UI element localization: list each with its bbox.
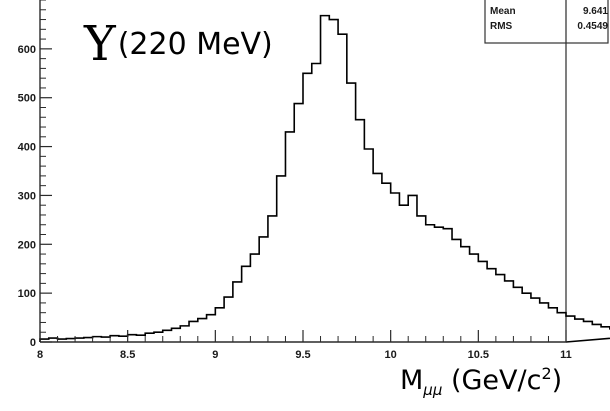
- x-tick-label: 10: [385, 349, 397, 361]
- x-axis: 8 8.5 9 9.5 10 10.5 11: [37, 330, 572, 361]
- y-tick-label: 400: [18, 142, 36, 154]
- x-axis-title: Mμμ (GeV/c2): [400, 366, 562, 398]
- x-axis-title-main: M: [400, 365, 424, 396]
- x-tick-label: 10.5: [468, 349, 489, 361]
- y-axis: 0 100 200 300 400 500 600: [18, 0, 52, 349]
- y-tick-label: 600: [18, 44, 36, 56]
- x-tick-label: 8.5: [120, 349, 135, 361]
- x-axis-title-units-open: (GeV/c: [442, 365, 542, 396]
- resolution-annotation: Υ(220 MeV): [84, 20, 273, 68]
- x-tick-label: 11: [560, 349, 572, 361]
- stats-mean-label: Mean: [490, 6, 516, 17]
- x-tick-label: 9.5: [295, 349, 310, 361]
- x-tick-label: 8: [37, 349, 43, 361]
- histogram-series: [39, 14, 610, 343]
- y-tick-label: 300: [18, 190, 36, 202]
- stats-box-frame: [484, 0, 609, 44]
- x-axis-title-subscript: μμ: [423, 381, 443, 399]
- stats-rms-value: 0.4549: [577, 21, 608, 32]
- x-axis-title-units-close: ): [551, 365, 563, 396]
- stats-box: Mean 9.641 RMS 0.4549: [484, 0, 609, 44]
- x-axis-title-units-power: 2: [541, 364, 552, 383]
- y-tick-label: 500: [18, 93, 36, 105]
- y-tick-label: 200: [18, 239, 36, 251]
- upsilon-symbol: Υ: [84, 16, 116, 72]
- histogram-line: [39, 14, 610, 343]
- stats-rms-label: RMS: [490, 21, 513, 32]
- x-tick-label: 9: [212, 349, 218, 361]
- y-tick-label: 100: [18, 288, 36, 300]
- resolution-text: (220 MeV): [117, 27, 273, 62]
- y-tick-label: 0: [30, 337, 36, 349]
- stats-mean-value: 9.641: [583, 6, 608, 17]
